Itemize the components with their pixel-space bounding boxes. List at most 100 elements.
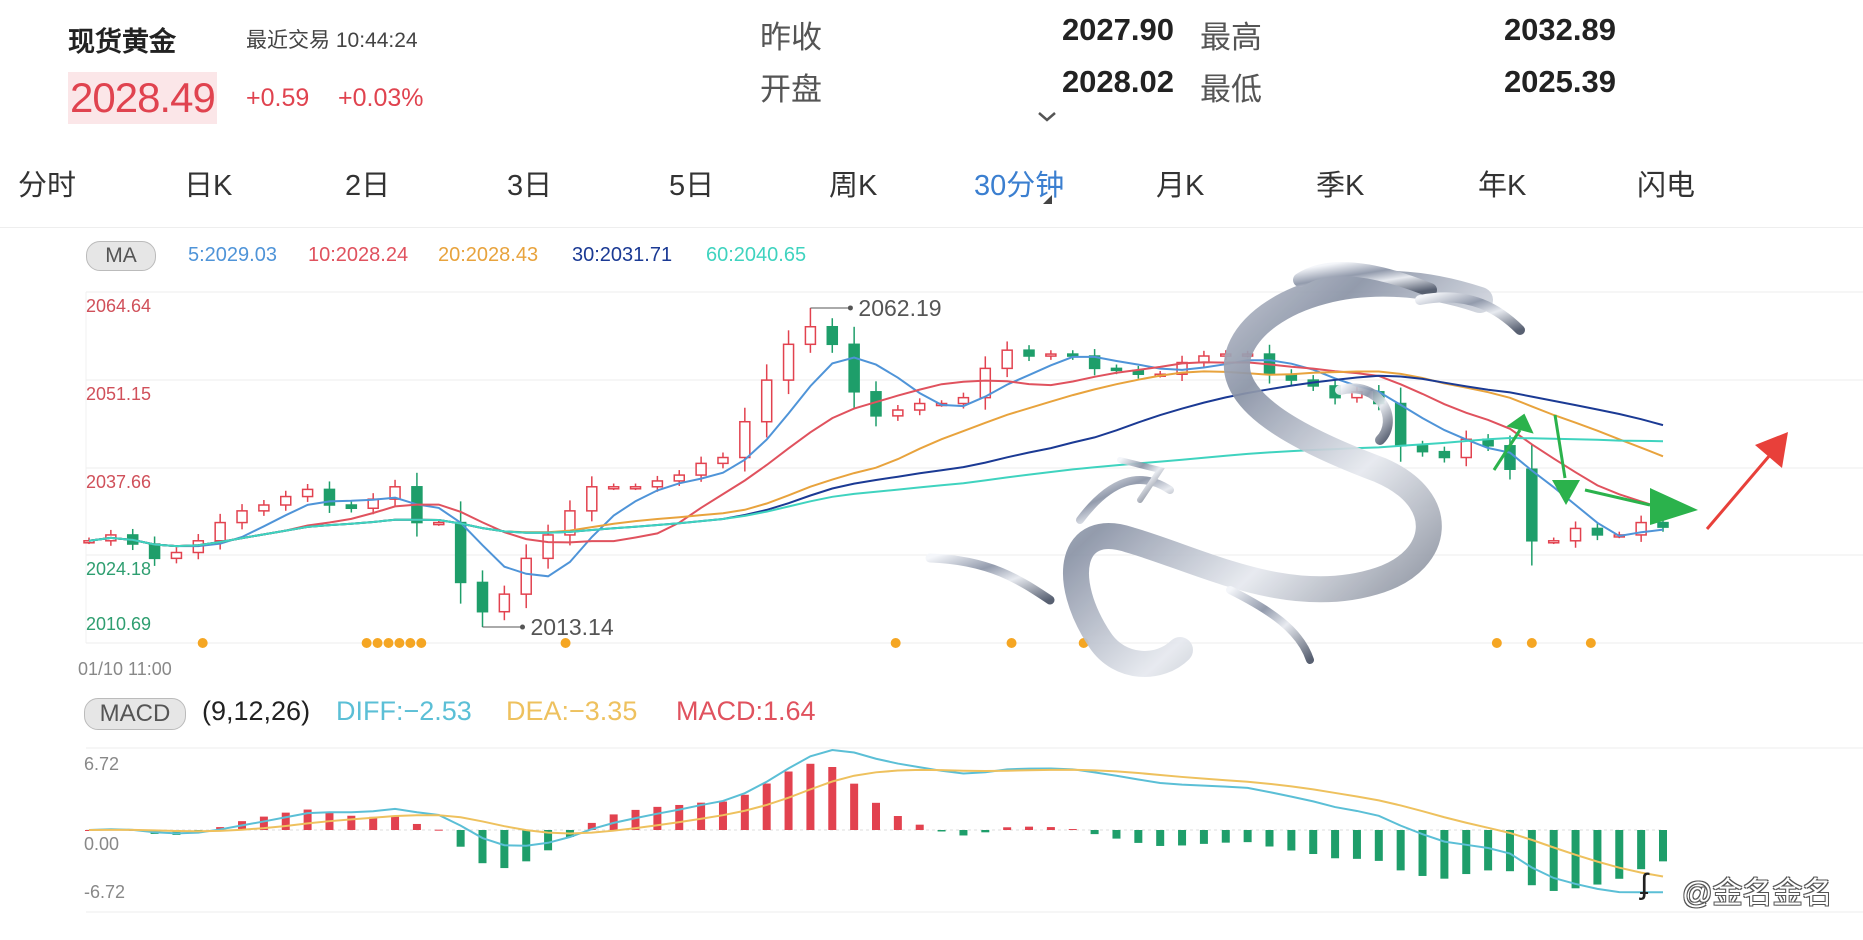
macd-bar: [1396, 830, 1405, 871]
macd-bar: [1637, 830, 1646, 870]
candle-body: [586, 486, 598, 512]
prev-close-value: 2027.90: [1061, 12, 1174, 47]
macd-bar: [259, 816, 268, 830]
price-grid: [85, 291, 1863, 644]
macd-bar: [1090, 830, 1099, 835]
macd-bar: [478, 830, 487, 864]
signal-marker: [416, 638, 427, 648]
macd-bar: [784, 771, 793, 830]
low-annotation-dot: [520, 624, 525, 630]
tab-monthly-k[interactable]: 月K: [1156, 170, 1205, 202]
candle-body: [1438, 450, 1451, 459]
candle-body: [782, 343, 795, 381]
tab-2-day[interactable]: 2日: [345, 170, 391, 202]
macd-bar: [587, 822, 596, 830]
candle-body: [848, 343, 860, 393]
price-change-percent: +0.03%: [338, 84, 424, 112]
signal-marker: [372, 638, 383, 648]
candle-body: [214, 521, 226, 542]
macd-bar: [653, 806, 662, 830]
macd-bar: [1571, 830, 1580, 889]
candle-body: [957, 396, 970, 405]
macd-bar: [281, 812, 290, 830]
macd-bar: [1221, 830, 1230, 843]
macd-bar: [1243, 830, 1252, 843]
tab-3-day[interactable]: 3日: [507, 170, 553, 202]
macd-bar: [806, 763, 815, 830]
candle-body: [607, 486, 620, 490]
macd-bar: [1527, 830, 1536, 886]
candle-body: [1067, 353, 1079, 357]
candle-body: [1635, 521, 1647, 536]
macd-bar: [434, 829, 443, 831]
macd-y-tick: 0.00: [84, 834, 119, 854]
candle-body: [804, 325, 817, 346]
macd-bar: [1309, 830, 1318, 855]
tab-30-min[interactable]: 30分钟: [974, 170, 1065, 202]
candle-body: [542, 534, 554, 560]
green-arrowhead-icon: [1552, 480, 1580, 505]
macd-bar: [675, 804, 684, 830]
tab-weekly-k[interactable]: 周K: [829, 170, 878, 202]
macd-bar: [1025, 826, 1034, 830]
y-tick-label: 2024.18: [86, 559, 151, 579]
candle-body: [148, 543, 161, 560]
tab-5-day[interactable]: 5日: [669, 170, 715, 202]
macd-y-tick: -6.72: [84, 882, 125, 902]
signal-marker: [1006, 638, 1017, 648]
candle-body: [1394, 402, 1407, 447]
macd-bar: [1331, 830, 1340, 859]
high-value: 2032.89: [1503, 12, 1616, 47]
macd-bar: [697, 802, 706, 830]
candle-body: [433, 521, 445, 526]
candle-body: [1001, 349, 1013, 370]
macd-bar: [1156, 830, 1165, 846]
ma5-line: [88, 355, 1664, 578]
tab-lightning[interactable]: 闪电: [1637, 170, 1696, 202]
current-price-box: 2028.49: [68, 72, 217, 124]
tab-yearly-k[interactable]: 年K: [1478, 170, 1527, 202]
dea-line: [88, 768, 1664, 878]
ma60-value: 60:2040.65: [706, 244, 807, 266]
low-label: 最低: [1200, 72, 1262, 107]
candle-body: [1110, 367, 1123, 372]
macd-bar: [1112, 830, 1121, 839]
candle-body: [1023, 349, 1035, 357]
candle-body: [629, 486, 642, 490]
macd-bar: [1046, 827, 1055, 830]
signal-marker: [1585, 638, 1596, 648]
tab-daily-k[interactable]: 日K: [184, 170, 233, 202]
candle-body: [1657, 521, 1669, 528]
macd-bar: [1265, 830, 1274, 847]
ma30-value: 30:2031.71: [572, 244, 673, 266]
expand-chevron-icon[interactable]: [1036, 110, 1058, 124]
current-price: 2028.49: [70, 74, 216, 121]
low-annotation-label: 2013.14: [531, 614, 614, 640]
y-tick-label: 2051.15: [86, 384, 151, 404]
signal-marker: [405, 638, 416, 648]
tab-quarterly-k[interactable]: 季K: [1316, 170, 1365, 202]
candle-body: [826, 325, 839, 346]
macd-bar: [1593, 830, 1602, 885]
candle-body: [892, 409, 904, 417]
candle-body: [301, 488, 314, 498]
candle-body: [170, 551, 183, 560]
candle-body: [476, 581, 489, 613]
macd-indicator-button[interactable]: MACD: [84, 698, 186, 730]
y-tick-label: 2037.66: [86, 472, 151, 492]
ma-indicator-button[interactable]: MA: [86, 241, 156, 271]
candle-body: [280, 495, 292, 506]
tab-fenshi[interactable]: 分时: [18, 170, 77, 202]
candle-body: [564, 510, 576, 536]
macd-bar: [1199, 830, 1208, 844]
open-label: 开盘: [760, 72, 822, 107]
signal-marker: [1491, 638, 1502, 648]
candle-body: [1045, 353, 1057, 357]
macd-histogram-value: MACD:1.64: [676, 696, 816, 726]
instrument-title: 现货黄金: [68, 27, 176, 57]
red-arrow-up-icon: [1705, 454, 1772, 530]
red-arrowhead-icon: [1755, 432, 1788, 468]
price-change: +0.59: [246, 84, 310, 112]
macd-bar: [1549, 830, 1558, 891]
